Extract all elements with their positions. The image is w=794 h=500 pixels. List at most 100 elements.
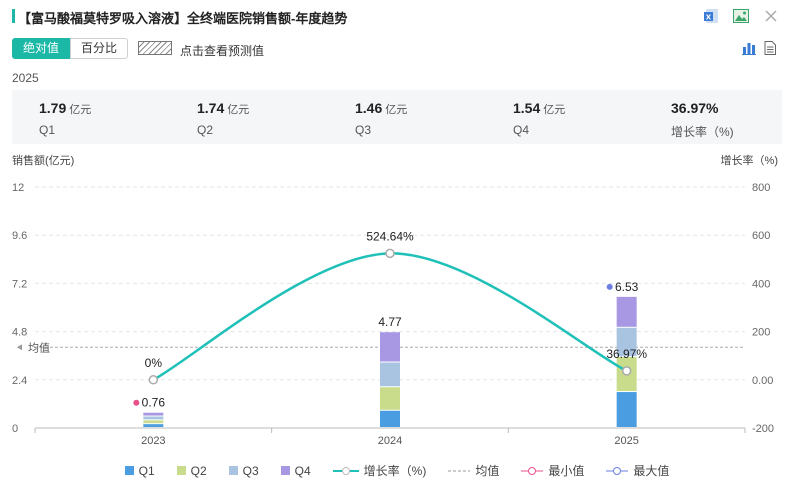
legend-q2-label: Q2 xyxy=(190,463,207,478)
bar-total-label: 4.77 xyxy=(378,315,402,329)
y2-tick-label: 200 xyxy=(752,327,770,339)
summary-q3-unit: 亿元 xyxy=(385,104,408,116)
average-label: 均值 xyxy=(28,341,50,354)
summary-q2-value: 1.74 xyxy=(197,100,225,116)
bar-segment-q2-2024 xyxy=(380,387,400,410)
legend-growth[interactable]: 增长率（%) xyxy=(332,462,427,479)
tab-absolute[interactable]: 绝对值 xyxy=(12,38,71,59)
tab-percentage[interactable]: 百分比 xyxy=(70,38,129,59)
image-export-icon[interactable] xyxy=(732,7,750,25)
legend-q3[interactable]: Q3 xyxy=(228,462,259,479)
page-title: 【富马酸福莫特罗吸入溶液】全终端医院销售额-年度趋势 xyxy=(18,11,348,26)
legend-min-label: 最小值 xyxy=(548,464,585,478)
svg-text:X: X xyxy=(706,14,712,22)
summary-q3-label: Q3 xyxy=(355,123,372,137)
forecast-toggle-swatch[interactable] xyxy=(138,41,172,55)
summary-q3: 1.46 亿元 Q3 xyxy=(355,100,407,137)
view-tabs: 绝对值 百分比 xyxy=(12,38,129,59)
max-marker xyxy=(606,283,613,290)
summary-q2-unit: 亿元 xyxy=(227,104,250,116)
summary-q4-label: Q4 xyxy=(513,123,530,137)
legend-growth-label: 增长率（%) xyxy=(363,464,427,478)
y-tick-label: 7.2 xyxy=(12,278,27,290)
summary-q2: 1.74 亿元 Q2 xyxy=(197,100,249,137)
y-tick-label: 2.4 xyxy=(12,375,27,387)
bar-segment-q4-2024 xyxy=(380,332,400,362)
x-tick-label: 2023 xyxy=(141,435,165,447)
x-tick-label: 2025 xyxy=(614,435,638,447)
y2-axis-title: 增长率（%) xyxy=(721,153,778,167)
bar-total-label: 6.53 xyxy=(615,280,639,294)
summary-q4-unit: 亿元 xyxy=(543,104,566,116)
legend-average[interactable]: 均值 xyxy=(448,462,499,479)
top-icons: X xyxy=(702,7,780,25)
growth-label: 0% xyxy=(145,356,163,370)
y2-tick-label: -200 xyxy=(752,423,774,435)
summary-year: 2025 xyxy=(12,71,39,85)
legend-min[interactable]: 最小值 xyxy=(521,462,584,479)
legend-q1[interactable]: Q1 xyxy=(124,462,155,479)
title-bar: 【富马酸福莫特罗吸入溶液】全终端医院销售额-年度趋势 X xyxy=(0,0,794,32)
legend-max[interactable]: 最大值 xyxy=(606,462,669,479)
growth-point xyxy=(621,366,632,376)
bar-segment-q2-2023 xyxy=(143,420,164,424)
growth-point xyxy=(385,248,395,259)
min-marker xyxy=(133,399,140,406)
legend-average-marker xyxy=(448,470,471,471)
legend-max-label: 最大值 xyxy=(633,464,670,478)
legend-min-marker xyxy=(521,466,544,475)
summary-growth: 36.97% 增长率（%) xyxy=(671,100,734,140)
bar-segment-q4-2025 xyxy=(616,296,637,327)
right-tools xyxy=(742,41,776,60)
y-tick-label: 4.8 xyxy=(12,327,27,339)
growth-point xyxy=(148,375,159,385)
summary-growth-label: 增长率（%) xyxy=(671,125,734,139)
bar-chart-icon[interactable] xyxy=(742,41,756,60)
y2-tick-label: 0.00 xyxy=(752,375,773,387)
summary-q4-value: 1.54 xyxy=(513,100,541,116)
summary-panel: 1.79 亿元 Q1 1.74 亿元 Q2 1.46 亿元 Q3 1.54 亿元 Q4 … xyxy=(12,90,782,144)
y-tick-label: 12 xyxy=(12,182,24,194)
table-view-icon[interactable] xyxy=(764,41,776,60)
legend-q3-label: Q3 xyxy=(242,463,259,478)
growth-label: 36.97% xyxy=(606,347,647,361)
legend-q2-swatch xyxy=(176,466,186,475)
bar-total-label: 0.76 xyxy=(142,396,166,410)
summary-q1: 1.79 亿元 Q1 xyxy=(39,100,91,137)
x-tick-label: 2024 xyxy=(378,435,402,447)
close-icon[interactable] xyxy=(762,7,780,25)
y-tick-label: 9.6 xyxy=(12,230,27,242)
y2-tick-label: 600 xyxy=(752,230,770,242)
y-axis-title: 销售额(亿元) xyxy=(12,153,74,167)
legend-q3-swatch xyxy=(228,466,238,475)
y2-tick-label: 800 xyxy=(752,182,770,194)
summary-q1-unit: 亿元 xyxy=(69,104,92,116)
excel-export-icon[interactable]: X xyxy=(702,7,720,25)
bar-segment-q3-2024 xyxy=(380,362,400,387)
legend-q1-label: Q1 xyxy=(138,463,155,478)
chart-legend: Q1 Q2 Q3 Q4 增长率（%) 均值 最小值 最大值 xyxy=(0,462,794,479)
legend-q1-swatch xyxy=(124,466,134,475)
summary-growth-value: 36.97% xyxy=(671,100,719,116)
title-accent xyxy=(12,9,15,23)
legend-max-marker xyxy=(606,466,629,475)
y-tick-label: 0 xyxy=(12,423,18,435)
bar-segment-q3-2023 xyxy=(143,416,164,420)
legend-q4-label: Q4 xyxy=(294,463,311,478)
sales-chart: 销售额(亿元) 增长率（%) 0 -200 2.4 0.00 4.8 200 7.2 400 9.6… xyxy=(12,153,778,447)
legend-q4-swatch xyxy=(280,466,290,475)
forecast-toggle-label[interactable]: 点击查看预测值 xyxy=(180,44,265,58)
legend-average-label: 均值 xyxy=(475,464,500,478)
bar-segment-q1-2025 xyxy=(616,392,637,427)
legend-q2[interactable]: Q2 xyxy=(176,462,207,479)
summary-q1-label: Q1 xyxy=(39,123,56,137)
bar-segment-q1-2023 xyxy=(143,424,164,427)
summary-q3-value: 1.46 xyxy=(355,100,383,116)
legend-growth-marker xyxy=(332,466,359,475)
average-marker xyxy=(17,344,22,351)
bar-segment-q1-2024 xyxy=(380,410,400,427)
legend-q4[interactable]: Q4 xyxy=(280,462,311,479)
bar-segment-q4-2023 xyxy=(143,412,164,416)
bar-segment-q3-2025 xyxy=(616,327,637,357)
y2-tick-label: 400 xyxy=(752,278,770,290)
